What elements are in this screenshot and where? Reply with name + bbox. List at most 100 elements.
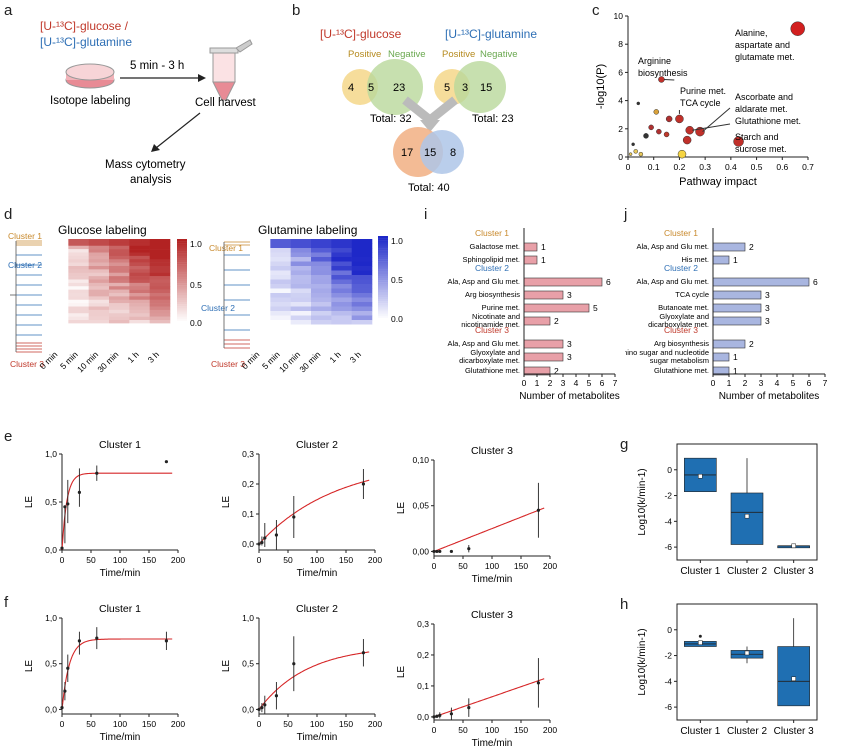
glucose-cell	[88, 272, 110, 277]
data-point	[467, 547, 471, 551]
glutamine-cell	[331, 302, 352, 307]
x-tick-label: 0.4	[725, 162, 737, 172]
glucose-cell	[109, 245, 130, 250]
data-point	[733, 136, 744, 147]
glutamine-cell	[270, 297, 291, 303]
glucose-cell	[48, 262, 69, 267]
y-tick-label: 0,00	[412, 546, 429, 556]
glutamine-cell	[250, 311, 271, 316]
glucose-cell	[88, 330, 110, 334]
glucose-cell	[149, 269, 171, 274]
bar	[712, 255, 730, 265]
colorbar-blue-cell	[378, 269, 388, 272]
bar-value-label: 1	[733, 255, 738, 265]
y-tick-label: 0,5	[45, 659, 57, 669]
colorbar-blue-cell	[378, 265, 388, 268]
glucose-cell	[48, 242, 69, 247]
glutamine-cell	[250, 261, 271, 267]
glucose-cell	[129, 249, 150, 253]
glucose-cell	[129, 286, 150, 290]
y-tick-label: -6	[664, 702, 672, 712]
data-point	[257, 707, 261, 712]
panel-label-g: g	[620, 436, 629, 453]
glucose-cell	[48, 340, 69, 344]
data-point	[675, 114, 684, 124]
glucose-cell	[129, 269, 150, 274]
x-tick-label: 6	[807, 378, 812, 388]
glucose-cell	[68, 289, 89, 294]
glutamine-cell	[311, 333, 332, 339]
y-tick-label: 0	[667, 625, 672, 635]
glucose-cell	[129, 272, 150, 277]
glucose-cell	[149, 259, 171, 263]
glucose-cell	[48, 249, 69, 253]
glucose-cell	[109, 269, 130, 274]
glucose-cell	[88, 252, 110, 257]
bar	[523, 339, 564, 349]
colorbar-blue-cell	[378, 284, 388, 287]
glucose-cell	[48, 303, 69, 307]
cb2-tick-mid: 0.5	[391, 275, 403, 285]
chart-f2: Cluster 2 0 50 100 150 200 0,0 0,5 1,0 Time/min LE	[221, 603, 382, 743]
y-tick-label: -2	[664, 651, 672, 661]
glucose-cell	[109, 296, 130, 301]
fit-curve	[433, 678, 545, 718]
glutamine-cell	[250, 315, 271, 321]
glutamine-cell	[290, 315, 312, 321]
glucose-cell	[149, 303, 171, 307]
data-point	[449, 712, 453, 716]
data-point	[260, 706, 264, 710]
data-point	[95, 636, 99, 640]
colorbar-blue-cell	[378, 248, 388, 251]
data-point	[263, 536, 267, 540]
time-tick-label: 10 min	[75, 349, 100, 374]
bar-value-label: 6	[813, 277, 818, 287]
glutamine-cell	[290, 248, 312, 253]
glucose-cell	[109, 239, 130, 243]
glucose-cell	[149, 239, 171, 243]
glutamine-cell	[331, 329, 352, 334]
chart-f1: Cluster 1 0 50 100 150 200 0,0 0,5 1,0 Time/min LE	[24, 603, 185, 743]
glucose-cell	[109, 313, 130, 317]
glutamine-cell	[250, 266, 271, 271]
b-glc-neg-only: 23	[393, 82, 405, 94]
glucose-cell	[48, 252, 69, 257]
x-axis-label: Number of metabolites	[719, 391, 820, 402]
glutamine-cell	[311, 342, 332, 348]
colorbar-blue-cell	[378, 313, 388, 316]
panel-label-e: e	[4, 428, 13, 445]
panel-a: [U-¹³C]-glucose / [U-¹³C]-glutamine Isot…	[40, 19, 257, 186]
fit-curve	[61, 472, 173, 551]
glutamine-cell	[331, 293, 352, 298]
glucose-cell	[149, 252, 171, 257]
glutamine-cell	[290, 297, 312, 303]
x-axis-label: Number of metabolites	[519, 391, 620, 402]
colorbar-blue-cell	[378, 303, 388, 306]
glutamine-cell	[250, 302, 271, 307]
box	[777, 646, 810, 707]
y-tick-label: -4	[664, 676, 672, 686]
y-tick-label: 0,0	[242, 539, 254, 549]
glucose-cell	[48, 306, 69, 311]
bar-value-label: 3	[765, 316, 770, 326]
data-point	[677, 149, 687, 159]
glucose-cell	[129, 276, 150, 280]
glucose-cell	[129, 313, 150, 317]
mean-marker	[791, 676, 796, 682]
b-glc-pos-only: 4	[348, 82, 354, 94]
glucose-cell	[129, 343, 150, 348]
glucose-cell	[88, 323, 110, 328]
glucose-cell	[129, 333, 150, 338]
glutamine-cell	[270, 302, 291, 307]
colorbar-red-cell	[177, 241, 187, 244]
data-point	[628, 152, 633, 156]
bar-label: Ala, Asp and Glu met.	[447, 339, 520, 348]
glucose-cell	[48, 276, 69, 280]
colorbar-blue-cell	[378, 263, 388, 266]
glutamine-cell	[351, 275, 373, 280]
x-tick-label: 50	[283, 719, 293, 729]
b-gln-pos-only: 5	[444, 82, 450, 94]
glucose-cell	[88, 262, 110, 267]
y-axis-label: LE	[24, 660, 35, 673]
glutamine-cell	[331, 257, 352, 262]
